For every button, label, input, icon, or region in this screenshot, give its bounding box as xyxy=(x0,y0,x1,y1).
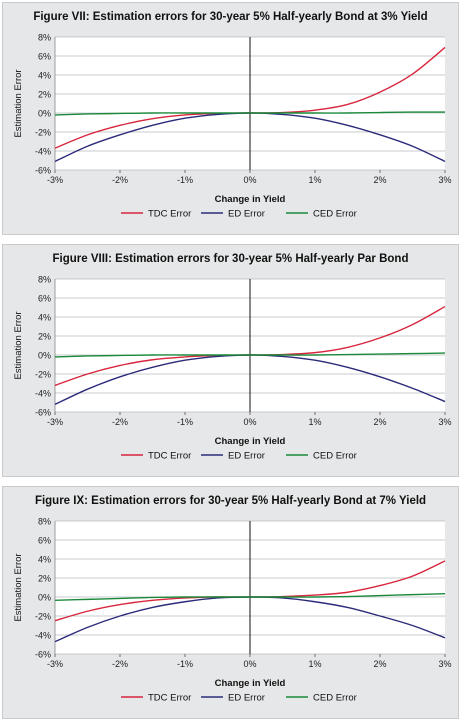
ced-error-legend-label: CED Error xyxy=(313,451,357,462)
x-tick-label: 3% xyxy=(438,417,451,427)
x-tick-label: 2% xyxy=(373,175,386,185)
y-axis-label: Estimation Error xyxy=(13,311,24,379)
x-tick-label: -2% xyxy=(112,417,128,427)
y-tick-label: 2% xyxy=(38,90,51,100)
x-tick-label: -1% xyxy=(177,417,193,427)
ced-error-legend-label: CED Error xyxy=(313,209,357,220)
x-tick-label: -1% xyxy=(177,659,193,669)
x-tick-label: -2% xyxy=(112,659,128,669)
chart-title: Figure VII: Estimation errors for 30-yea… xyxy=(33,11,428,23)
y-tick-label: 0% xyxy=(38,109,51,119)
y-tick-label: 4% xyxy=(38,71,51,81)
figure-ix-chart: 8% 6% 4% 2% 0% -2% -4% -6%-3% -2% -1% 0% 1% 2% 3% Chan… xyxy=(13,517,452,704)
x-tick-label: 0% xyxy=(243,175,256,185)
y-tick-label: -4% xyxy=(35,389,51,399)
y-tick-label: 8% xyxy=(38,33,51,43)
x-tick-label: 3% xyxy=(438,175,451,185)
y-tick-label: -6% xyxy=(35,408,51,418)
y-tick-label: -4% xyxy=(35,147,51,157)
x-axis-label: Change in Yield xyxy=(215,194,286,205)
tdc-error-legend-label: TDC Error xyxy=(148,693,191,704)
x-tick-label: 2% xyxy=(373,417,386,427)
x-axis-label: Change in Yield xyxy=(215,678,286,689)
y-tick-label: 8% xyxy=(38,275,51,285)
y-tick-label: 0% xyxy=(38,593,51,603)
x-tick-label: 1% xyxy=(308,175,321,185)
ced-error-line xyxy=(54,592,446,602)
x-tick-label: -3% xyxy=(47,175,63,185)
y-tick-label: 6% xyxy=(38,294,51,304)
ced-error-line xyxy=(54,111,446,116)
x-tick-label: 0% xyxy=(243,659,256,669)
y-tick-label: 2% xyxy=(38,332,51,342)
y-tick-label: -2% xyxy=(35,612,51,622)
y-tick-label: -6% xyxy=(35,166,51,176)
x-axis-label: Change in Yield xyxy=(215,436,286,447)
y-tick-label: 4% xyxy=(38,555,51,565)
y-axis-label: Estimation Error xyxy=(13,553,24,621)
chart-title: Figure IX: Estimation errors for 30-year… xyxy=(34,495,427,507)
x-tick-label: 3% xyxy=(438,659,451,669)
x-tick-label: -2% xyxy=(112,175,128,185)
y-tick-label: -2% xyxy=(35,370,51,380)
y-tick-label: 2% xyxy=(38,574,51,584)
y-axis-label: Estimation Error xyxy=(13,69,24,137)
figure-viii-panel: Figure VIII: Estimation errors for 30-ye… xyxy=(2,244,459,477)
tdc-error-legend-label: TDC Error xyxy=(148,451,191,462)
y-tick-label: -2% xyxy=(35,128,51,138)
x-tick-label: 1% xyxy=(308,659,321,669)
x-tick-label: -3% xyxy=(47,417,63,427)
y-tick-label: -6% xyxy=(35,650,51,660)
figure-viii-chart: 8% 6% 4% 2% 0% -2% -4% -6%-3% -2% -1% 0% 1% 2% 3% Chan… xyxy=(13,275,452,462)
tdc-error-legend-label: TDC Error xyxy=(148,209,191,220)
ed-error-legend-label: ED Error xyxy=(228,451,265,462)
y-tick-label: 0% xyxy=(38,351,51,361)
ced-error-legend-label: CED Error xyxy=(313,693,357,704)
figure-vii-panel: Figure VII: Estimation errors for 30-yea… xyxy=(2,2,459,235)
y-tick-label: 6% xyxy=(38,52,51,62)
x-tick-label: -3% xyxy=(47,659,63,669)
y-tick-label: -4% xyxy=(35,631,51,641)
x-tick-label: 1% xyxy=(308,417,321,427)
x-tick-label: 2% xyxy=(373,659,386,669)
y-tick-label: 4% xyxy=(38,313,51,323)
ed-error-legend-label: ED Error xyxy=(228,209,265,220)
y-tick-label: 6% xyxy=(38,536,51,546)
figure-vii-chart: 8% 6% 4% 2% 0% -2% -4% -6%-3% -2% -1% 0% 1% 2% 3% Chan… xyxy=(13,33,452,220)
figure-ix-panel: Figure IX: Estimation errors for 30-year… xyxy=(2,486,459,719)
y-tick-label: 8% xyxy=(38,517,51,527)
x-tick-label: 0% xyxy=(243,417,256,427)
chart-title: Figure VIII: Estimation errors for 30-ye… xyxy=(52,253,409,265)
ced-error-line xyxy=(54,352,446,358)
ed-error-legend-label: ED Error xyxy=(228,693,265,704)
x-tick-label: -1% xyxy=(177,175,193,185)
